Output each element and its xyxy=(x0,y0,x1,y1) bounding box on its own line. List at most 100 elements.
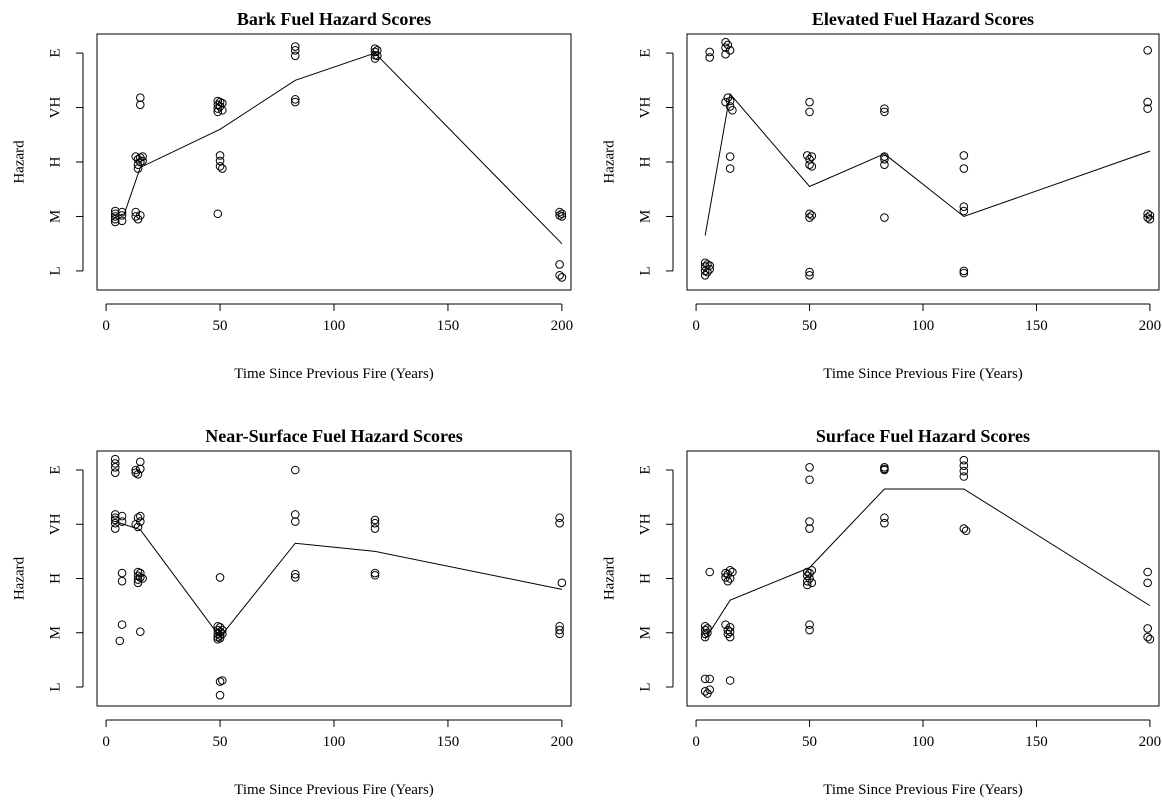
y-tick-label: H xyxy=(637,573,653,584)
data-point xyxy=(370,518,380,528)
data-point xyxy=(700,625,710,635)
data-point xyxy=(135,464,145,474)
data-point xyxy=(110,468,120,478)
data-point xyxy=(807,578,817,588)
data-point xyxy=(1143,104,1152,113)
data-point xyxy=(215,156,225,166)
data-point xyxy=(131,212,141,221)
data-point xyxy=(135,517,145,526)
data-point xyxy=(725,632,735,642)
data-point xyxy=(117,216,127,226)
data-point xyxy=(372,51,382,61)
data-point xyxy=(805,524,814,533)
data-point xyxy=(1143,567,1152,577)
data-point xyxy=(135,211,145,220)
data-points xyxy=(110,454,567,700)
data-point xyxy=(135,457,145,467)
y-tick-label: H xyxy=(47,573,63,584)
data-point xyxy=(807,162,817,171)
data-point xyxy=(290,97,300,107)
data-point xyxy=(959,206,969,216)
data-point xyxy=(805,462,814,472)
data-point xyxy=(725,566,735,575)
data-point xyxy=(290,95,300,104)
data-point xyxy=(725,627,735,636)
data-point xyxy=(133,470,143,479)
data-point xyxy=(370,570,380,580)
data-point xyxy=(705,674,714,684)
x-axis-label: Time Since Previous Fire (Years) xyxy=(823,366,1023,382)
data-point xyxy=(1143,624,1152,633)
data-point xyxy=(805,620,814,629)
data-point xyxy=(880,104,889,113)
x-tick-label: 100 xyxy=(912,734,935,750)
data-point xyxy=(807,152,817,161)
data-points xyxy=(700,455,1155,698)
data-point xyxy=(1143,213,1152,222)
y-tick-label: M xyxy=(47,210,63,223)
x-tick-label: 100 xyxy=(323,734,346,750)
data-point xyxy=(370,515,380,525)
data-point xyxy=(721,37,730,47)
data-point xyxy=(961,526,971,536)
y-tick-label: VH xyxy=(47,513,63,535)
data-point xyxy=(215,151,225,160)
data-point xyxy=(133,578,143,588)
data-point xyxy=(133,154,143,164)
data-point xyxy=(959,524,969,533)
data-point xyxy=(721,620,730,629)
data-point xyxy=(555,207,564,217)
data-point xyxy=(290,42,300,51)
y-tick-label: E xyxy=(47,48,63,57)
x-axis: 0 50 100 150 200 xyxy=(692,719,1162,750)
data-point xyxy=(880,160,889,170)
data-point xyxy=(805,270,814,280)
x-tick-label: 50 xyxy=(213,318,228,334)
data-point xyxy=(117,576,127,586)
trend-line xyxy=(704,92,1151,236)
data-point xyxy=(218,164,227,173)
data-point xyxy=(728,105,737,115)
x-axis: 0 50 100 150 200 xyxy=(102,303,573,334)
data-point xyxy=(725,623,735,632)
data-point xyxy=(725,164,735,173)
data-point xyxy=(805,213,814,222)
data-points xyxy=(110,42,567,282)
data-point xyxy=(215,162,225,171)
data-point xyxy=(290,51,300,61)
x-tick-label: 200 xyxy=(1139,734,1162,750)
data-point xyxy=(110,524,120,533)
y-tick-label: E xyxy=(47,465,63,474)
data-point xyxy=(290,46,300,55)
x-tick-label: 50 xyxy=(213,734,228,750)
data-point xyxy=(700,258,710,268)
data-point xyxy=(218,98,227,108)
data-point xyxy=(1143,578,1152,588)
data-point xyxy=(880,513,889,523)
y-axis-label: Hazard xyxy=(601,556,617,600)
data-points xyxy=(700,37,1155,280)
data-point xyxy=(880,213,889,222)
data-point xyxy=(725,676,735,685)
x-tick-label: 0 xyxy=(692,318,700,334)
y-tick-label: L xyxy=(47,266,63,275)
data-point xyxy=(725,152,735,161)
data-point xyxy=(138,152,147,161)
y-tick-label: H xyxy=(637,156,653,167)
data-point xyxy=(133,522,143,532)
data-point xyxy=(135,511,145,521)
data-point xyxy=(117,620,127,629)
y-axis: L M H VH E xyxy=(47,48,84,276)
trend-line xyxy=(704,488,1151,640)
data-point xyxy=(290,517,300,526)
data-point xyxy=(802,571,812,581)
data-point xyxy=(135,93,145,103)
y-tick-label: VH xyxy=(637,513,653,535)
x-axis: 0 50 100 150 200 xyxy=(102,719,573,750)
chart-title: Surface Fuel Hazard Scores xyxy=(816,426,1030,446)
data-point xyxy=(805,209,814,219)
x-axis-label: Time Since Previous Fire (Years) xyxy=(234,782,434,798)
data-point xyxy=(370,524,380,533)
data-point xyxy=(959,461,969,470)
data-point xyxy=(805,160,814,170)
